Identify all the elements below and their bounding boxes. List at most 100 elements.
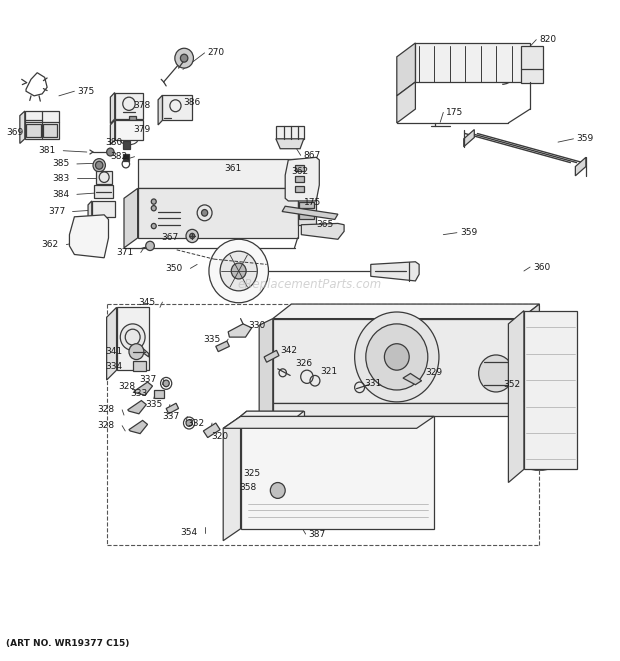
Text: 331: 331 [365,379,382,388]
Text: 345: 345 [138,297,155,307]
Text: 379: 379 [133,125,151,134]
Text: 175: 175 [304,198,321,207]
Text: 350: 350 [166,264,183,273]
Polygon shape [301,223,344,239]
Text: 329: 329 [425,368,443,377]
Text: 362: 362 [291,167,309,176]
Circle shape [129,344,144,360]
Circle shape [180,54,188,62]
Text: 867: 867 [304,151,321,160]
Polygon shape [415,43,530,82]
Circle shape [151,223,156,229]
Polygon shape [282,206,338,219]
Text: 354: 354 [180,528,197,537]
Polygon shape [129,420,148,434]
Polygon shape [117,307,149,370]
Circle shape [107,148,114,156]
Bar [133,361,146,371]
Text: 365: 365 [316,220,334,229]
Circle shape [186,420,192,426]
Text: 333: 333 [130,389,148,399]
Circle shape [151,206,156,211]
Text: 359: 359 [577,134,594,143]
Polygon shape [276,126,304,139]
Circle shape [151,199,156,204]
Bar [123,141,130,149]
Text: 332: 332 [187,418,205,428]
Polygon shape [138,188,298,238]
Circle shape [146,241,154,251]
Text: 270: 270 [208,48,225,58]
Circle shape [163,380,169,387]
Bar [299,192,314,198]
Text: 328: 328 [97,405,115,414]
Polygon shape [236,411,247,473]
Polygon shape [521,304,539,403]
Text: 330: 330 [248,321,265,330]
Polygon shape [25,111,59,139]
Text: (ART NO. WR19377 C15): (ART NO. WR19377 C15) [6,639,130,648]
Text: 342: 342 [280,346,297,355]
Text: 337: 337 [139,375,156,384]
Text: 352: 352 [503,380,521,389]
Polygon shape [524,311,577,469]
Text: 358: 358 [239,483,257,492]
Bar [123,154,129,161]
Polygon shape [115,120,143,140]
Bar [299,182,314,188]
Text: 321: 321 [320,367,337,376]
Polygon shape [276,139,304,149]
Polygon shape [94,185,113,198]
Bar [26,124,41,137]
Polygon shape [128,401,146,414]
Polygon shape [203,423,220,438]
Polygon shape [273,304,539,319]
Circle shape [220,251,257,291]
Text: 362: 362 [42,240,59,249]
Circle shape [384,344,409,370]
Bar [43,124,57,137]
Text: 335: 335 [203,334,221,344]
Polygon shape [273,403,521,416]
Bar [294,176,304,182]
Text: 335: 335 [145,400,162,409]
Text: 385: 385 [52,159,69,169]
Circle shape [93,159,105,172]
Polygon shape [403,373,422,385]
Bar [521,46,542,83]
Circle shape [366,324,428,390]
Text: 320: 320 [211,432,228,441]
Polygon shape [158,95,162,125]
Polygon shape [20,111,25,143]
Text: 820: 820 [539,35,557,44]
Polygon shape [69,215,108,258]
Text: 175: 175 [446,108,464,117]
Bar [294,165,304,171]
Polygon shape [92,201,115,217]
Polygon shape [247,411,304,464]
Text: 369: 369 [6,128,24,137]
Text: 378: 378 [133,101,151,110]
Text: 341: 341 [105,347,123,356]
Polygon shape [464,130,474,147]
Polygon shape [115,93,143,119]
Polygon shape [397,82,415,123]
Polygon shape [166,403,179,414]
Text: eReplacementParts.com: eReplacementParts.com [238,278,382,291]
Text: 383: 383 [52,174,69,183]
Polygon shape [96,171,112,184]
Text: 386: 386 [183,98,200,107]
Polygon shape [241,416,434,529]
Bar [154,390,164,398]
Text: 367: 367 [161,233,179,243]
Polygon shape [298,178,316,225]
Bar [129,116,136,120]
Polygon shape [141,347,149,357]
Polygon shape [162,95,192,120]
Polygon shape [124,188,138,248]
Text: 325: 325 [243,469,260,478]
Text: 384: 384 [52,190,69,199]
Text: 377: 377 [48,207,65,216]
Polygon shape [397,43,415,96]
Text: 361: 361 [224,164,242,173]
